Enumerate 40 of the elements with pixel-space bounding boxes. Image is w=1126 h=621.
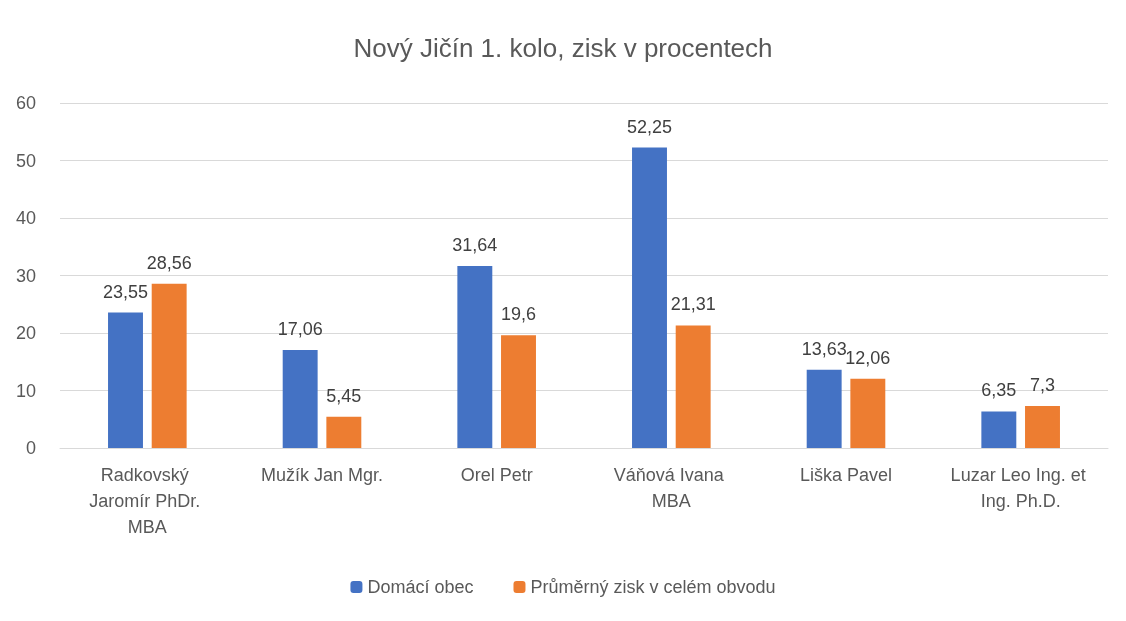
data-label: 52,25 — [626, 116, 673, 137]
x-tick-label: Luzar Leo Ing. et Ing. Ph.D. — [950, 465, 1091, 511]
data-label: 21,31 — [670, 294, 716, 315]
legend-label: Průměrný zisk v celém obvodu — [530, 577, 776, 597]
y-tick-label: 60 — [15, 93, 36, 113]
data-label: 7,3 — [1029, 375, 1056, 396]
bar — [632, 147, 667, 448]
bar — [108, 312, 143, 448]
y-tick-label: 40 — [15, 208, 36, 228]
bar — [501, 335, 536, 448]
data-label: 31,64 — [452, 235, 498, 256]
y-tick-label: 50 — [15, 150, 36, 171]
data-label: 6,35 — [981, 380, 1017, 401]
data-label: 23,55 — [102, 281, 149, 302]
chart-title: Nový Jičín 1. kolo, zisk v procentech — [353, 33, 773, 63]
bar — [326, 416, 362, 448]
bar — [151, 283, 187, 448]
y-tick-label: 20 — [15, 323, 36, 343]
data-label: 12,06 — [845, 347, 891, 368]
bar — [1025, 406, 1060, 448]
legend-label: Domácí obec — [367, 577, 474, 597]
data-label: 13,63 — [801, 338, 847, 359]
x-tick-label: Radkovský Jaromír PhDr. MBA — [89, 465, 206, 537]
data-label: 28,56 — [146, 252, 192, 273]
bar — [457, 266, 493, 448]
x-tick-label: Liška Pavel — [799, 465, 893, 485]
bar — [675, 325, 711, 448]
x-tick-label: Orel Petr — [460, 465, 533, 485]
y-tick-label: 10 — [15, 380, 36, 401]
y-tick-label: 0 — [25, 438, 36, 458]
bar — [806, 369, 842, 448]
bar — [981, 411, 1017, 448]
y-tick-label: 30 — [15, 265, 36, 286]
data-label: 5,45 — [326, 385, 362, 406]
bar — [282, 349, 318, 448]
x-tick-label: Váňová Ivana MBA — [613, 465, 729, 511]
x-tick-label: Mužík Jan Mgr. — [260, 465, 384, 485]
data-label: 19,6 — [500, 304, 537, 325]
bar — [850, 378, 886, 448]
data-label: 17,06 — [277, 318, 323, 339]
